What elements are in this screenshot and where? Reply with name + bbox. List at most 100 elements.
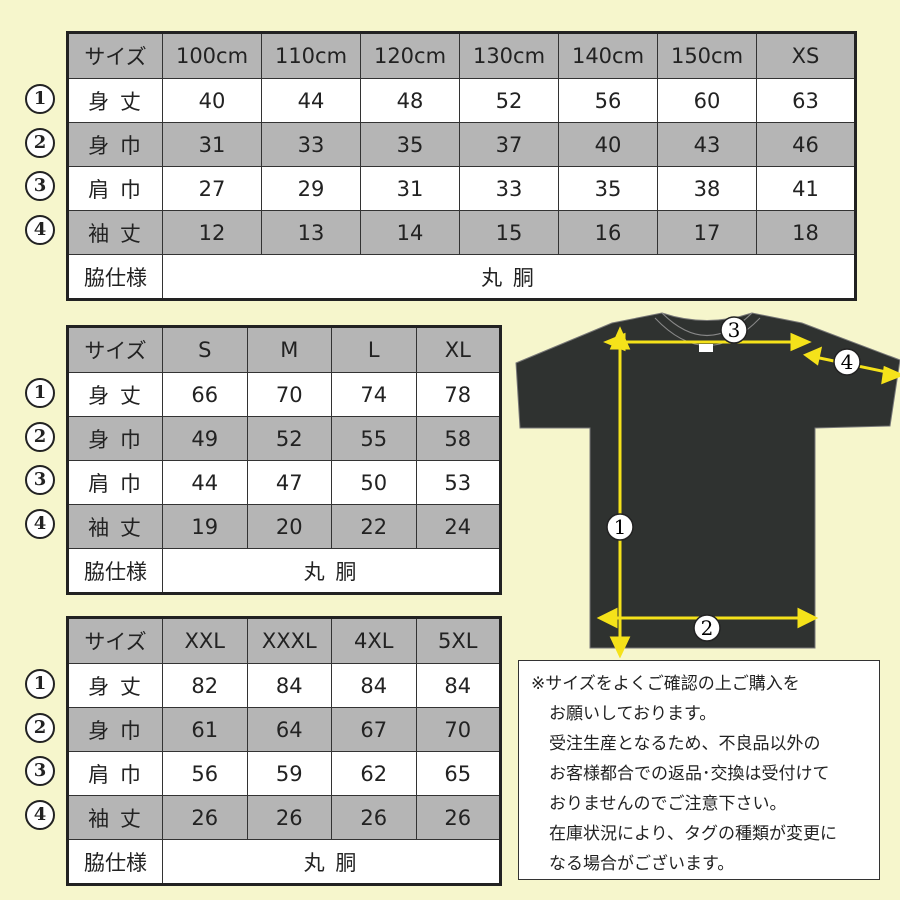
size-column-header: 130cm xyxy=(459,32,559,79)
size-column-header: XXL xyxy=(162,617,248,664)
measurement-value: 31 xyxy=(360,166,460,211)
measurement-value: 24 xyxy=(415,504,501,549)
measurement-value: 22 xyxy=(331,504,417,549)
notice-line: なる場合がございます。 xyxy=(549,854,735,874)
measurement-value: 70 xyxy=(415,707,501,752)
row-number-marker: 3 xyxy=(25,756,55,786)
measurement-value: 20 xyxy=(246,504,332,549)
row-number-marker: 3 xyxy=(25,465,55,495)
side-spec-row: 脇仕様丸 胴 xyxy=(67,548,501,594)
side-spec-label: 脇仕様 xyxy=(67,254,163,300)
size-column-header: 110cm xyxy=(261,32,361,79)
size-column-header: L xyxy=(331,326,417,373)
table-row: 肩 巾 44 47 50 53 xyxy=(67,460,501,505)
measurement-value: 59 xyxy=(246,751,332,796)
measurement-value: 13 xyxy=(261,210,361,255)
row-number-marker: 2 xyxy=(25,421,55,452)
side-spec-value: 丸 胴 xyxy=(162,254,856,300)
notice-line: お願いしております。 xyxy=(549,704,717,724)
measurement-label: 身 丈 xyxy=(67,372,163,417)
measurement-label: 袖 丈 xyxy=(67,795,163,840)
measurement-value: 70 xyxy=(246,372,332,417)
row-number-marker: 4 xyxy=(25,508,55,539)
measurement-value: 46 xyxy=(756,122,856,167)
side-spec-row: 脇仕様丸 胴 xyxy=(67,839,501,885)
measurement-value: 29 xyxy=(261,166,361,211)
measurement-value: 33 xyxy=(459,166,559,211)
notice-line: 受注生産となるため、不良品以外の xyxy=(549,734,821,754)
measurement-value: 19 xyxy=(162,504,248,549)
measurement-value: 61 xyxy=(162,707,248,752)
measurement-label: 身 巾 xyxy=(67,122,163,167)
measurement-value: 47 xyxy=(246,460,332,505)
size-label-header: サイズ xyxy=(67,326,163,373)
measurement-value: 12 xyxy=(162,210,262,255)
size-table-1: サイズ 100cm 110cm 120cm 130cm 140cm 150cm XS 身 丈 40… xyxy=(66,31,857,301)
measurement-value: 41 xyxy=(756,166,856,211)
table-row: 身 巾 61 64 67 70 xyxy=(67,707,501,752)
measurement-value: 15 xyxy=(459,210,559,255)
measurement-value: 26 xyxy=(162,795,248,840)
measurement-value: 56 xyxy=(162,751,248,796)
measurement-label: 身 丈 xyxy=(67,663,163,708)
size-column-header: 150cm xyxy=(657,32,757,79)
tshirt-tag xyxy=(699,344,713,352)
size-column-header: XS xyxy=(756,32,856,79)
measurement-value: 50 xyxy=(331,460,417,505)
marker-2: 2 xyxy=(701,616,714,640)
measurement-value: 58 xyxy=(415,416,501,461)
measurement-value: 52 xyxy=(246,416,332,461)
measurement-value: 53 xyxy=(415,460,501,505)
measurement-value: 78 xyxy=(415,372,501,417)
size-column-header: 140cm xyxy=(558,32,658,79)
side-spec-value: 丸 胴 xyxy=(162,839,501,885)
row-number-marker: 3 xyxy=(25,171,55,201)
size-column-header: XL xyxy=(415,326,501,373)
header-row: サイズ 100cm 110cm 120cm 130cm 140cm 150cm XS xyxy=(67,32,856,79)
measurement-value: 26 xyxy=(331,795,417,840)
marker-1: 1 xyxy=(614,515,627,539)
side-spec-row: 脇仕様丸 胴 xyxy=(67,254,856,300)
size-table-2: サイズ S M L XL 身 丈 66 70 74 78 身 巾 49 52 55 58 肩 巾 44 47 50 5… xyxy=(66,325,502,595)
table-row: 袖 丈 26 26 26 26 xyxy=(67,795,501,840)
measurement-value: 67 xyxy=(331,707,417,752)
measurement-label: 肩 巾 xyxy=(67,166,163,211)
size-column-header: S xyxy=(162,326,248,373)
measurement-value: 16 xyxy=(558,210,658,255)
measurement-label: 袖 丈 xyxy=(67,210,163,255)
notice-line: 在庫状況により、タグの種類が変更に xyxy=(549,824,837,844)
measurement-value: 52 xyxy=(459,78,559,123)
table-row: 袖 丈 12 13 14 15 16 17 18 xyxy=(67,210,856,255)
side-spec-label: 脇仕様 xyxy=(67,548,163,594)
measurement-value: 26 xyxy=(246,795,332,840)
measurement-value: 31 xyxy=(162,122,262,167)
size-column-header: XXXL xyxy=(246,617,332,664)
measurement-value: 38 xyxy=(657,166,757,211)
measurement-value: 35 xyxy=(360,122,460,167)
table-row: 身 丈 40 44 48 52 56 60 63 xyxy=(67,78,856,123)
header-row: サイズ S M L XL xyxy=(67,326,501,373)
table-row: 肩 巾 56 59 62 65 xyxy=(67,751,501,796)
marker-3: 3 xyxy=(728,318,741,342)
measurement-value: 74 xyxy=(331,372,417,417)
measurement-label: 袖 丈 xyxy=(67,504,163,549)
measurement-value: 65 xyxy=(415,751,501,796)
measurement-value: 14 xyxy=(360,210,460,255)
measurement-value: 82 xyxy=(162,663,248,708)
measurement-value: 48 xyxy=(360,78,460,123)
table-row: 身 巾 31 33 35 37 40 43 46 xyxy=(67,122,856,167)
measurement-value: 40 xyxy=(558,122,658,167)
measurement-label: 肩 巾 xyxy=(67,460,163,505)
measurement-value: 40 xyxy=(162,78,262,123)
row-number-marker: 2 xyxy=(25,712,55,743)
size-label-header: サイズ xyxy=(67,617,163,664)
measurement-value: 27 xyxy=(162,166,262,211)
measurement-value: 18 xyxy=(756,210,856,255)
measurement-value: 56 xyxy=(558,78,658,123)
notice-line: お客様都合での返品･交換は受付けて xyxy=(549,764,830,784)
measurement-value: 84 xyxy=(331,663,417,708)
measurement-value: 35 xyxy=(558,166,658,211)
row-number-marker: 4 xyxy=(25,214,55,245)
measurement-value: 84 xyxy=(415,663,501,708)
measurement-value: 64 xyxy=(246,707,332,752)
